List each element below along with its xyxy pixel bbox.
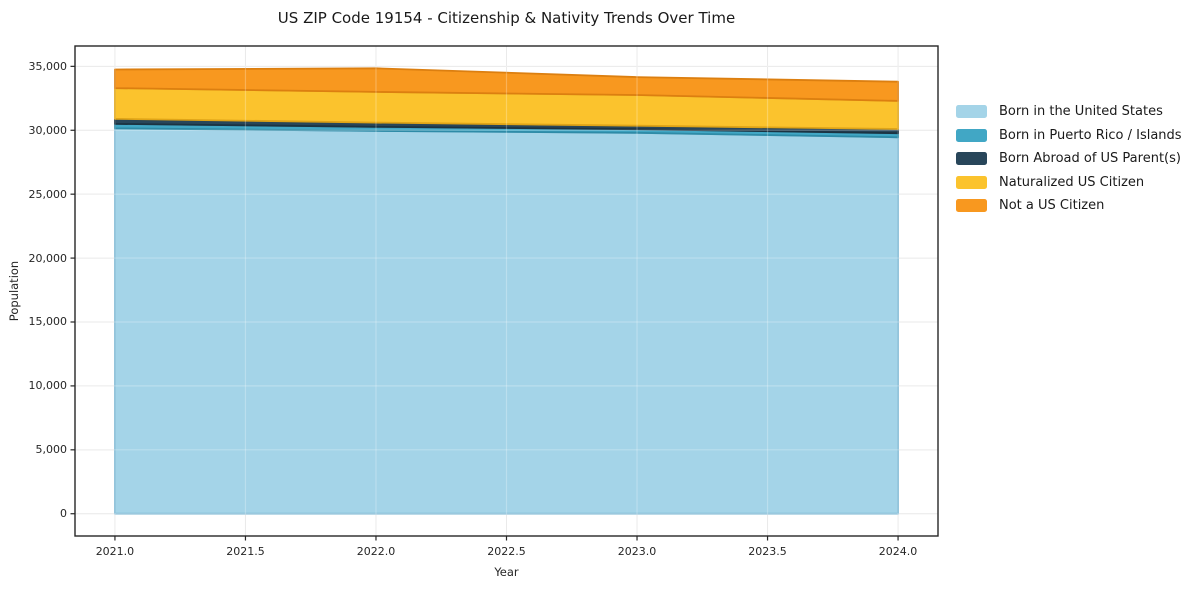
legend-label: Naturalized US Citizen — [999, 174, 1145, 190]
x-tick-label: 2021.0 — [95, 545, 135, 558]
y-tick-label: 20,000 — [28, 251, 68, 265]
x-axis-label: Year — [494, 565, 519, 579]
chart-title: US ZIP Code 19154 - Citizenship & Nativi… — [277, 9, 736, 27]
y-tick-label: 5,000 — [35, 443, 68, 457]
y-tick-label: 0 — [60, 507, 67, 521]
x-tick-label: 2023.0 — [617, 545, 657, 558]
legend-swatch — [956, 175, 987, 189]
legend-swatch — [956, 105, 987, 118]
y-tick-label: 15,000 — [28, 315, 68, 329]
legend-item: Naturalized US Citizen — [956, 174, 1182, 190]
legend-label: Not a US Citizen — [999, 198, 1105, 213]
legend-swatch — [956, 199, 987, 212]
legend-item: Born in the United States — [956, 104, 1182, 119]
y-tick-label: 35,000 — [28, 59, 68, 73]
y-tick-label: 10,000 — [28, 379, 68, 393]
x-tick-label: 2023.5 — [748, 545, 787, 558]
legend-label: Born Abroad of US Parent(s) — [999, 151, 1181, 166]
x-tick-label: 2024.0 — [878, 545, 918, 558]
x-tick-label: 2021.5 — [226, 545, 265, 558]
legend-swatch — [956, 128, 987, 142]
y-tick-label: 30,000 — [28, 123, 68, 137]
y-axis-label: Population — [7, 260, 21, 322]
legend-label: Born in the United States — [999, 104, 1163, 119]
legend-item: Born in Puerto Rico / Islands — [956, 127, 1182, 143]
x-tick-label: 2022.0 — [356, 545, 396, 558]
legend-item: Born Abroad of US Parent(s) — [956, 151, 1182, 166]
area-series-4 — [114, 67, 899, 102]
y-tick-label: 25,000 — [28, 187, 68, 201]
legend-swatch — [956, 152, 987, 165]
legend: Born in the United States Born in Puerto … — [956, 104, 1182, 223]
legend-label: Born in Puerto Rico / Islands — [999, 127, 1182, 143]
legend-item: Not a US Citizen — [956, 198, 1182, 213]
x-tick-label: 2022.5 — [487, 545, 526, 558]
